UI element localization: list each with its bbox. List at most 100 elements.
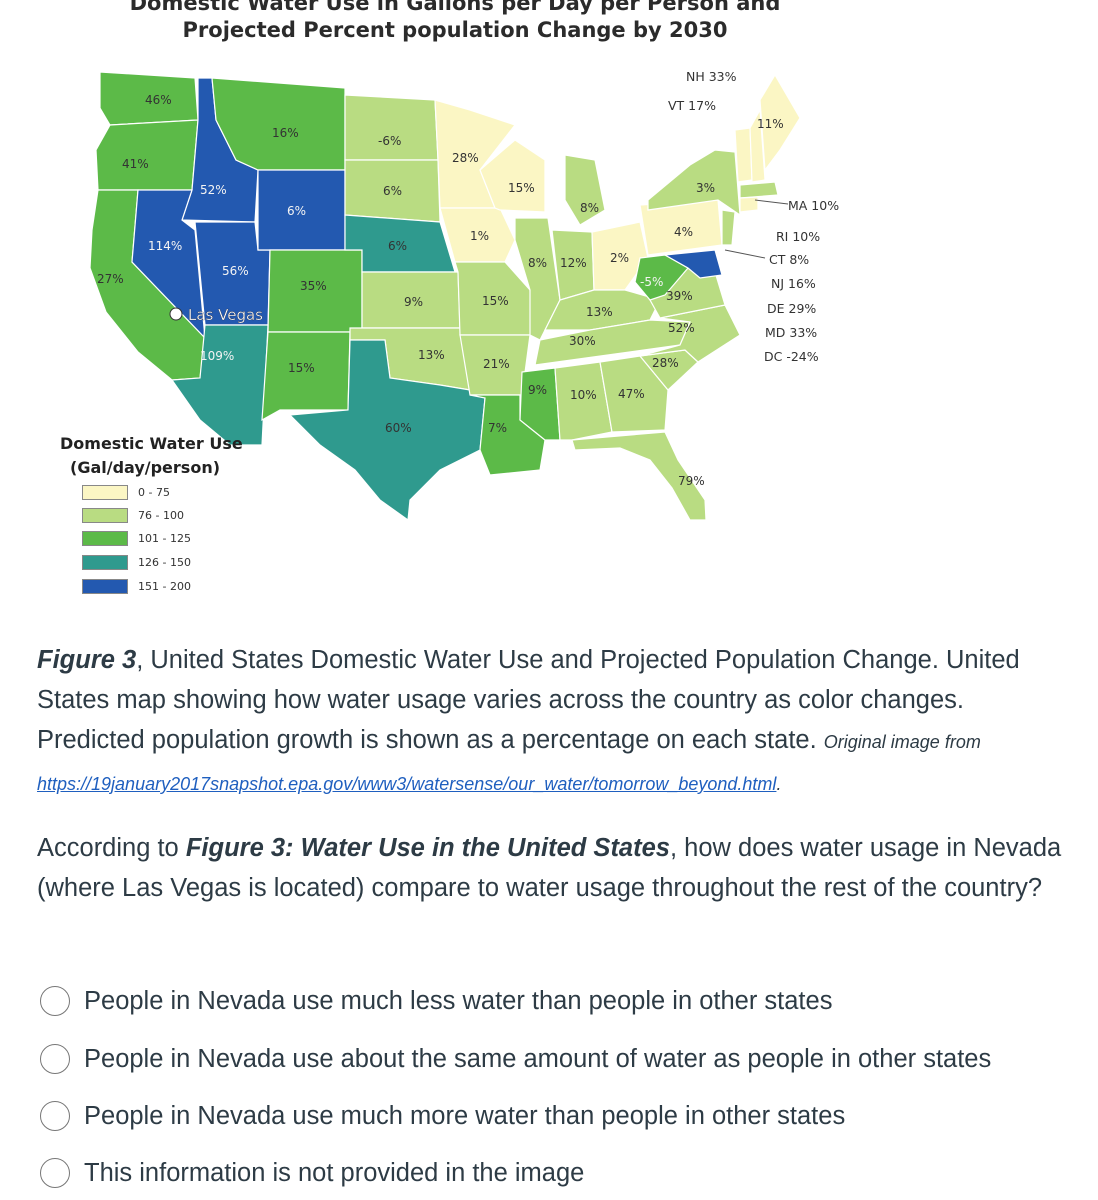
state-nv: [131, 189, 206, 340]
note-ct: CT 8%: [769, 252, 809, 267]
legend-swatch: [82, 485, 128, 500]
las-vegas-label: Las Vegas: [188, 306, 263, 324]
legend-title-line2: (Gal/day/person): [70, 458, 221, 477]
label-wa: 46%: [145, 93, 172, 107]
label-me: 11%: [757, 117, 784, 131]
answer-option-1[interactable]: People in Nevada use much less water tha…: [40, 986, 832, 1016]
map-title: Domestic Water Use in Gallons per Day pe…: [0, 0, 910, 44]
label-ms: 9%: [528, 383, 547, 397]
state-wi: [479, 139, 546, 213]
label-ar: 21%: [483, 357, 510, 371]
state-mi: [564, 154, 606, 226]
label-in: 12%: [560, 256, 587, 270]
label-id: 52%: [200, 183, 227, 197]
label-ky: 13%: [586, 305, 613, 319]
label-wv: -5%: [640, 275, 663, 289]
question-prefix: According to: [37, 834, 179, 862]
question-figure-ref: Figure 3: Water Use in the United States: [185, 834, 670, 862]
legend-swatch: [82, 508, 128, 523]
legend-item: 101 - 125: [82, 530, 191, 547]
caption-end: .: [776, 774, 782, 794]
label-mn: 28%: [452, 151, 479, 165]
legend-label: 151 - 200: [138, 580, 191, 593]
map-title-line1: Domestic Water Use in Gallons per Day pe…: [129, 0, 781, 15]
label-nv: 114%: [148, 239, 182, 253]
label-nd: -6%: [378, 134, 401, 148]
state-nd: [344, 94, 439, 161]
label-mo: 15%: [482, 294, 509, 308]
label-nc: 52%: [668, 321, 695, 335]
label-ks: 9%: [404, 295, 423, 309]
state-vt: [734, 127, 753, 183]
state-ma: [739, 181, 779, 199]
label-tx: 60%: [385, 421, 412, 435]
state-md: [663, 249, 723, 279]
state-il: [514, 217, 561, 341]
label-mt: 16%: [272, 126, 299, 140]
question-body: , how does water usage in Nevada (where …: [37, 834, 1062, 902]
northeast-notes: MA 10% RI 10% CT 8% NJ 16% DE 29% MD 33%…: [764, 198, 839, 364]
caption-text: , United States Domestic Water Use and P…: [37, 646, 1020, 754]
legend-swatch: [82, 579, 128, 594]
legend-label: 76 - 100: [138, 509, 184, 522]
state-tx: [288, 339, 486, 522]
label-mi: 8%: [580, 201, 599, 215]
state-fl: [571, 431, 707, 521]
label-ia: 1%: [470, 229, 489, 243]
las-vegas-marker: [169, 307, 183, 321]
legend-label: 0 - 75: [138, 486, 170, 499]
label-ut: 56%: [222, 264, 249, 278]
label-ga: 47%: [618, 387, 645, 401]
note-md: MD 33%: [765, 325, 817, 340]
answer-option-label[interactable]: People in Nevada use about the same amou…: [84, 1044, 992, 1073]
answer-option-label[interactable]: People in Nevada use much more water tha…: [84, 1101, 846, 1130]
answer-option-2[interactable]: People in Nevada use about the same amou…: [40, 1044, 991, 1074]
state-al: [554, 361, 613, 441]
figure-label: Figure 3: [37, 646, 137, 674]
state-ms: [519, 367, 561, 441]
label-co: 35%: [300, 279, 327, 293]
radio-button[interactable]: [40, 1158, 70, 1188]
label-nm: 15%: [288, 361, 315, 375]
answer-option-label[interactable]: This information is not provided in the …: [84, 1158, 585, 1187]
label-az: 109%: [200, 349, 234, 363]
state-nj: [721, 209, 736, 246]
answer-option-label[interactable]: People in Nevada use much less water tha…: [84, 986, 833, 1015]
legend-item: 76 - 100: [82, 507, 184, 524]
state-ga: [599, 355, 669, 433]
radio-button[interactable]: [40, 986, 70, 1016]
state-ny: [647, 149, 741, 217]
note-de: DE 29%: [767, 301, 816, 316]
caption-source-link[interactable]: https://19january2017snapshot.epa.gov/ww…: [37, 774, 777, 794]
state-ct: [739, 196, 759, 213]
state-me: [759, 73, 801, 172]
radio-button[interactable]: [40, 1044, 70, 1074]
radio-button[interactable]: [40, 1101, 70, 1131]
label-ca: 27%: [97, 272, 124, 286]
label-wy: 6%: [287, 204, 306, 218]
map-title-line2: Projected Percent population Change by 2…: [182, 18, 728, 42]
legend-swatch: [82, 531, 128, 546]
label-tn: 30%: [569, 334, 596, 348]
state-ia: [439, 207, 516, 263]
label-al: 10%: [570, 388, 597, 402]
label-sd: 6%: [383, 184, 402, 198]
state-nm: [261, 331, 351, 422]
answer-option-4[interactable]: This information is not provided in the …: [40, 1158, 584, 1188]
note-ri: RI 10%: [776, 229, 820, 244]
label-sc: 28%: [652, 356, 679, 370]
legend-swatch: [82, 555, 128, 570]
label-ok: 13%: [418, 348, 445, 362]
label-ne: 6%: [388, 239, 407, 253]
answer-option-3[interactable]: People in Nevada use much more water tha…: [40, 1101, 845, 1131]
label-fl: 79%: [678, 474, 705, 488]
note-dc: DC -24%: [764, 349, 819, 364]
label-oh: 2%: [610, 251, 629, 265]
label-pa: 4%: [674, 225, 693, 239]
state-la: [469, 394, 546, 476]
label-vt: VT 17%: [668, 98, 716, 113]
legend-item: 0 - 75: [82, 484, 170, 501]
note-ma: MA 10%: [788, 198, 839, 213]
legend-label: 101 - 125: [138, 532, 191, 545]
label-il: 8%: [528, 256, 547, 270]
